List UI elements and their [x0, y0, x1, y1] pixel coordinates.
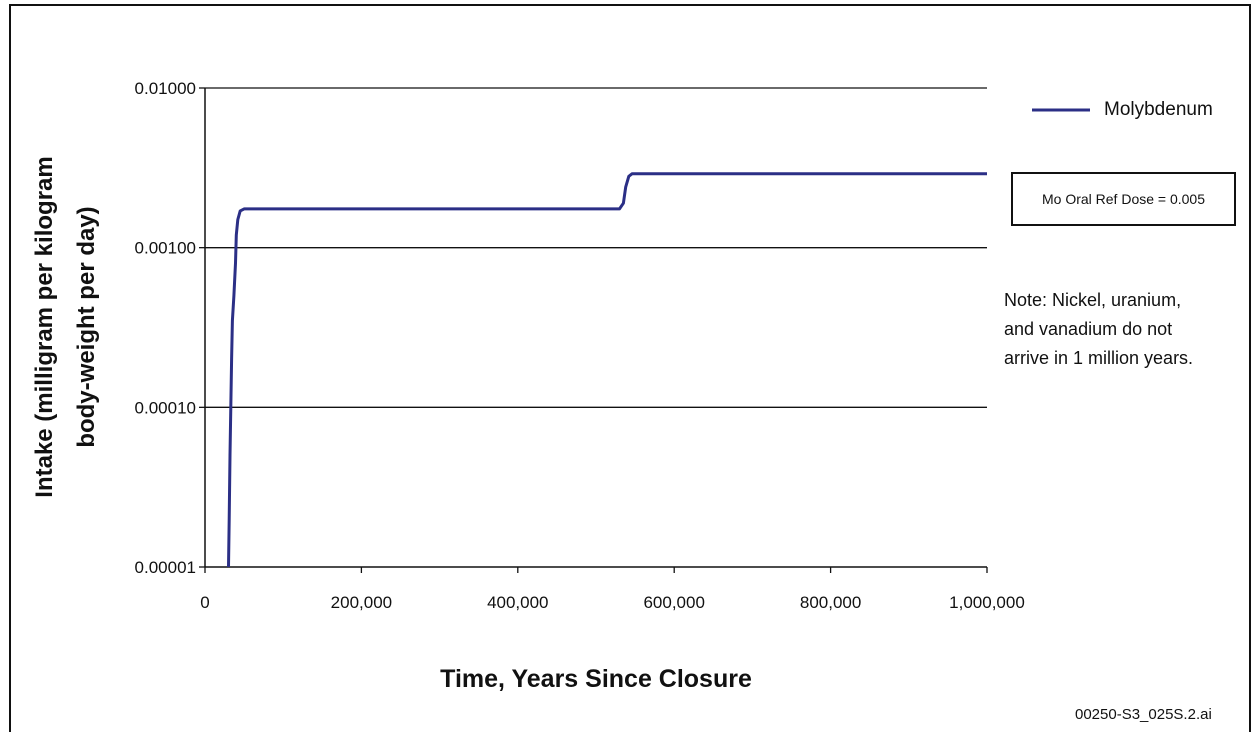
reference-dose-box: Mo Oral Ref Dose = 0.005: [1011, 172, 1236, 226]
y-tick-label: 0.00001: [135, 558, 196, 577]
gridlines: [205, 87, 987, 408]
x-tick-label: 600,000: [643, 593, 704, 612]
x-tick-label: 1,000,000: [949, 593, 1025, 612]
series-line-molybdenum: [227, 172, 987, 568]
y-axis-title: Intake (milligram per kilogram body-weig…: [31, 156, 100, 497]
x-tick-label: 800,000: [800, 593, 861, 612]
series-layer: [227, 172, 987, 568]
x-axis-title: Time, Years Since Closure: [440, 665, 752, 693]
x-tick-label: 400,000: [487, 593, 548, 612]
y-tick-label: 0.00100: [135, 239, 196, 258]
note-text: Note: Nickel, uranium, and vanadium do n…: [1004, 290, 1194, 368]
y-axis-title-line1: Intake (milligram per kilogram: [31, 156, 58, 497]
y-axis-ticks: 0.00001 0.00010 0.00100 0.01000: [135, 79, 205, 577]
figure-frame: [9, 4, 1251, 732]
x-tick-label: 0: [200, 593, 209, 612]
legend-label-molybdenum: Molybdenum: [1104, 99, 1213, 120]
y-tick-label: 0.00010: [135, 398, 196, 417]
x-axis-ticks: 0 200,000 400,000 600,000 800,000 1,000,000: [200, 567, 1025, 612]
y-axis-title-line2: body-weight per day): [73, 206, 100, 447]
figure-code: 00250-S3_025S.2.ai: [1075, 706, 1212, 723]
y-tick-label: 0.01000: [135, 79, 196, 98]
x-tick-label: 200,000: [331, 593, 392, 612]
axes: [204, 88, 987, 568]
